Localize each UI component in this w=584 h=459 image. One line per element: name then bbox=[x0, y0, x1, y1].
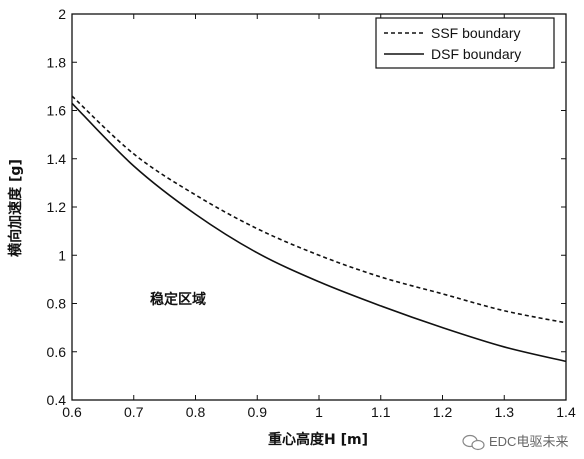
legend-label-dsf: DSF boundary bbox=[431, 46, 521, 62]
dsf-boundary-line bbox=[71, 102, 567, 363]
y-tick-label: 1 bbox=[58, 247, 66, 263]
legend: SSF boundary DSF boundary bbox=[375, 17, 555, 69]
legend-label-ssf: SSF boundary bbox=[431, 25, 521, 41]
y-tick-label: 1.8 bbox=[47, 54, 67, 70]
x-tick-label: 0.9 bbox=[248, 404, 268, 420]
y-tick-label: 0.8 bbox=[47, 296, 67, 312]
x-tick-label: 0.7 bbox=[124, 404, 144, 420]
x-axis-title: 重心高度H [m] bbox=[268, 431, 368, 448]
x-tick-label: 1.3 bbox=[495, 404, 515, 420]
y-axis-title: 横向加速度 [g] bbox=[7, 159, 24, 257]
x-tick-label: 0.6 bbox=[62, 404, 82, 420]
y-tick-label: 1.4 bbox=[47, 151, 67, 167]
y-axis: 0.4 0.6 0.8 1 1.2 1.4 1.6 1.8 2 bbox=[47, 6, 566, 408]
y-tick-label: 1.2 bbox=[47, 199, 67, 215]
legend-box bbox=[375, 17, 555, 69]
x-tick-label: 1.4 bbox=[556, 404, 576, 420]
y-tick-label: 2 bbox=[58, 6, 66, 22]
ssf-boundary-line bbox=[71, 95, 567, 324]
y-tick-label: 0.6 bbox=[47, 344, 67, 360]
stable-region-annotation: 稳定区域 bbox=[150, 291, 206, 308]
watermark: EDC电驱未来 bbox=[462, 434, 568, 451]
y-tick-label: 0.4 bbox=[47, 392, 67, 408]
x-tick-label: 1 bbox=[315, 404, 323, 420]
wechat-icon bbox=[462, 434, 485, 451]
x-tick-label: 1.2 bbox=[433, 404, 453, 420]
watermark-text: EDC电驱未来 bbox=[489, 434, 568, 449]
x-tick-label: 1.1 bbox=[371, 404, 391, 420]
series-layer bbox=[71, 95, 567, 363]
y-tick-label: 1.6 bbox=[47, 103, 67, 119]
x-axis: 0.6 0.7 0.8 0.9 1 1.1 1.2 1.3 1.4 bbox=[62, 14, 576, 420]
x-tick-label: 0.8 bbox=[186, 404, 206, 420]
